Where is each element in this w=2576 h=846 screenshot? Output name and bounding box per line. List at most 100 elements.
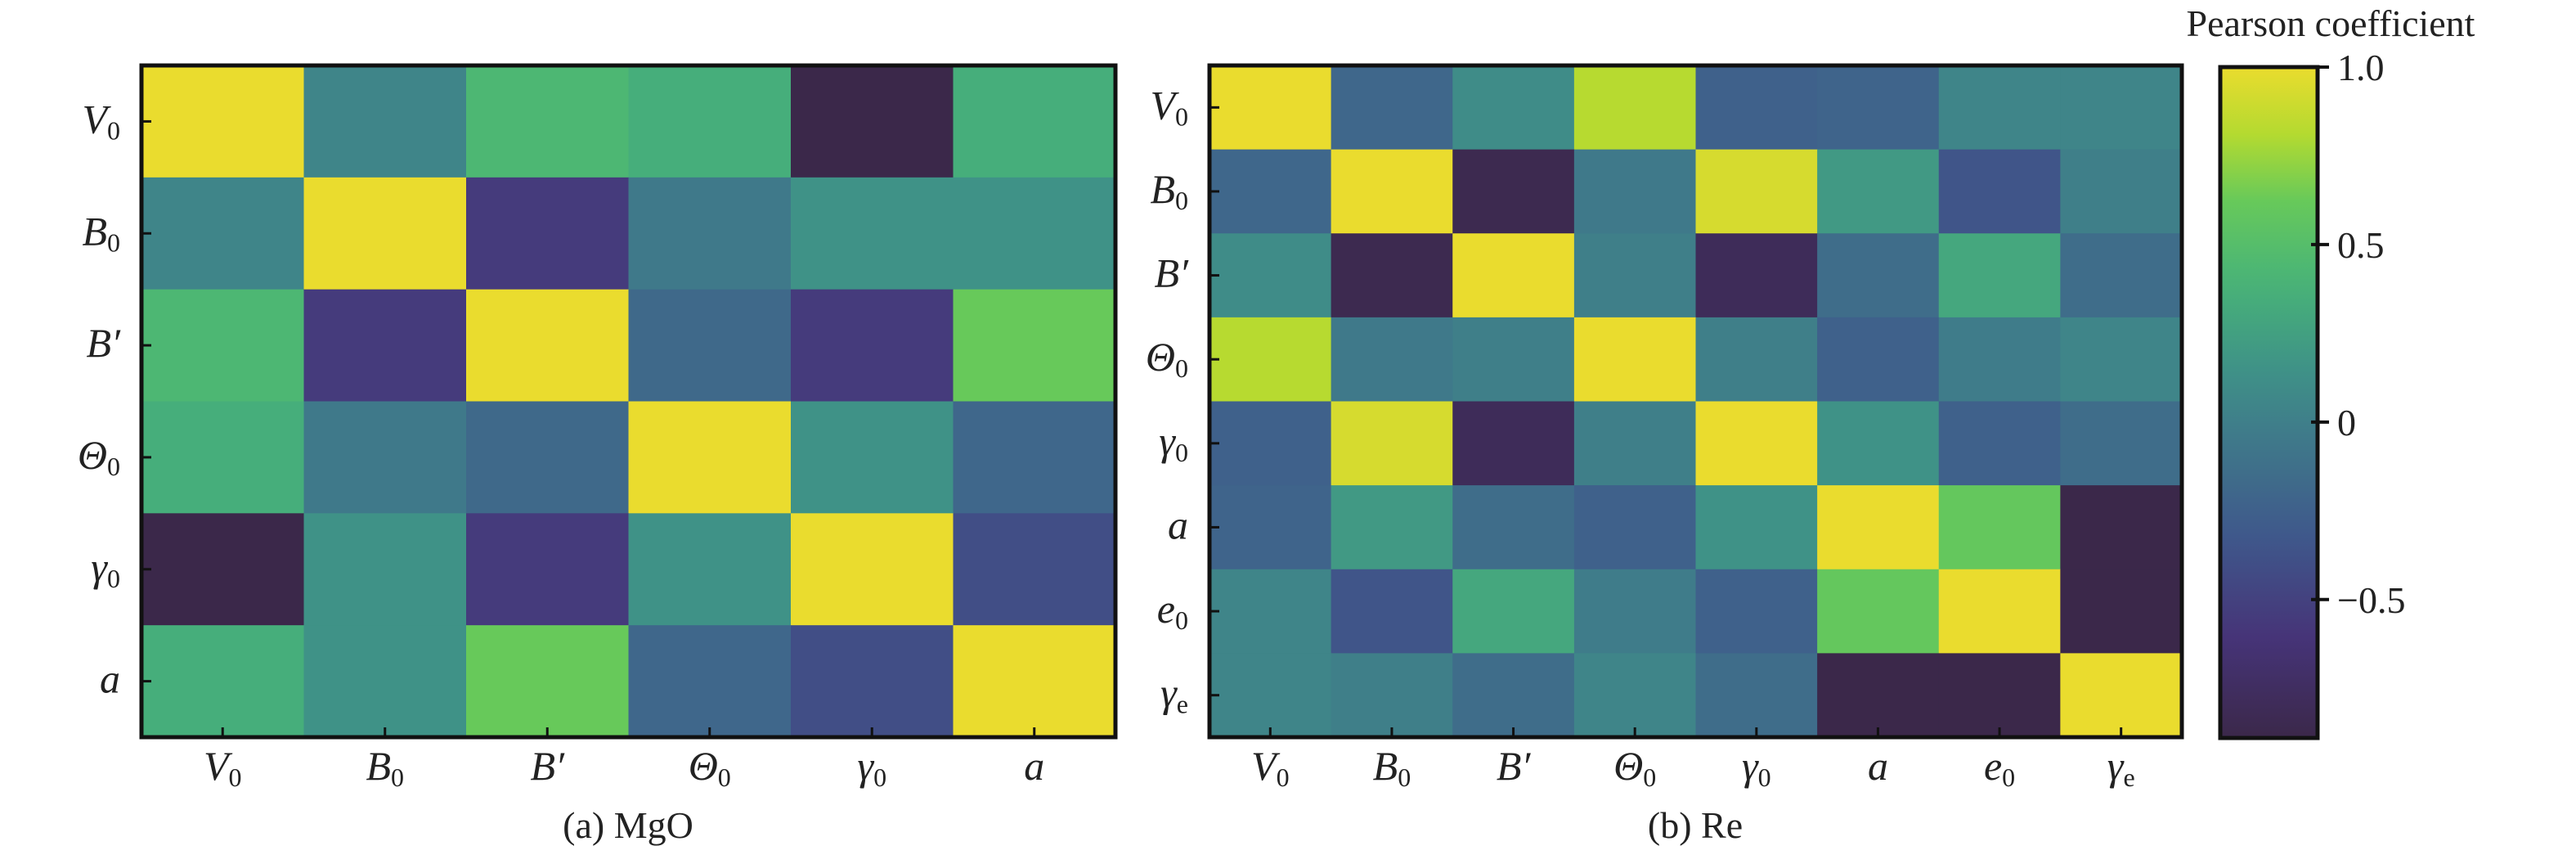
cell-6-6	[1938, 569, 2061, 654]
panel-caption: (a) MgO	[563, 804, 693, 846]
cell-7-7	[2060, 653, 2183, 738]
y-tick-label: γ0	[91, 544, 120, 593]
cell-5-2	[1452, 485, 1575, 570]
cell-2-3	[1573, 233, 1696, 318]
axes-frame	[1207, 63, 2184, 740]
cell-4-1	[1331, 401, 1453, 486]
cell-4-3	[628, 513, 792, 626]
x-tick-label: a	[1868, 743, 1888, 789]
x-tick-label: γe	[2107, 743, 2135, 792]
y-tick-label: B0	[1150, 166, 1188, 215]
x-tick-label: B′	[1497, 743, 1532, 789]
colorbar-gradient	[2218, 65, 2320, 740]
cell-5-4	[1695, 485, 1818, 570]
cell-2-3	[628, 289, 792, 402]
cell-6-7	[2060, 569, 2183, 654]
cell-3-1	[303, 401, 467, 514]
y-tick-label: Θ0	[78, 432, 120, 481]
cell-3-2	[466, 401, 629, 514]
cell-5-6	[1938, 485, 2061, 570]
cell-3-7	[2060, 317, 2183, 402]
cell-5-1	[303, 625, 467, 738]
cell-3-2	[1452, 317, 1575, 402]
cell-5-3	[628, 625, 792, 738]
cell-5-3	[1573, 485, 1696, 570]
cell-1-7	[2060, 149, 2183, 234]
cell-3-1	[1331, 317, 1453, 402]
cell-6-5	[1817, 569, 1940, 654]
cell-5-7	[2060, 485, 2183, 570]
heatmap-mgo: V0 V0 B0 B0 B′ B′ Θ0 Θ0 γ0 γ0 a a (a) MgO	[78, 63, 1118, 846]
cell-7-3	[1573, 653, 1696, 738]
cell-0-5	[953, 65, 1116, 178]
x-tick-label: B′	[531, 743, 566, 789]
cell-3-5	[953, 401, 1116, 514]
cell-2-5	[1817, 233, 1940, 318]
cell-3-0	[1209, 317, 1332, 402]
cell-7-2	[1452, 653, 1575, 738]
cell-0-5	[1817, 65, 1940, 151]
cell-3-3	[1573, 317, 1696, 402]
panel-caption: (b) Re	[1648, 804, 1743, 846]
cell-0-1	[303, 65, 467, 178]
cell-1-3	[1573, 149, 1696, 234]
cell-1-0	[141, 177, 304, 290]
cell-0-2	[466, 65, 629, 178]
cell-2-1	[303, 289, 467, 402]
cell-0-2	[1452, 65, 1575, 151]
cell-1-3	[628, 177, 792, 290]
cell-3-3	[628, 401, 792, 514]
cell-4-0	[1209, 401, 1332, 486]
cell-0-0	[1209, 65, 1332, 151]
cell-6-4	[1695, 569, 1818, 654]
cell-7-1	[1331, 653, 1453, 738]
cell-1-2	[466, 177, 629, 290]
y-tick-label: γ0	[1159, 418, 1188, 467]
cell-4-3	[1573, 401, 1696, 486]
cell-7-0	[1209, 653, 1332, 738]
cell-2-0	[141, 289, 304, 402]
cell-4-1	[303, 513, 467, 626]
cell-6-0	[1209, 569, 1332, 654]
cell-4-4	[791, 513, 954, 626]
cell-3-5	[1817, 317, 1940, 402]
cell-5-5	[1817, 485, 1940, 570]
cell-4-4	[1695, 401, 1818, 486]
cell-5-2	[466, 625, 629, 738]
axes-frame	[139, 63, 1118, 740]
cell-2-2	[1452, 233, 1575, 318]
cell-1-2	[1452, 149, 1575, 234]
cell-0-3	[1573, 65, 1696, 151]
cell-6-1	[1331, 569, 1453, 654]
x-tick-label: γ0	[1742, 743, 1771, 792]
cell-5-5	[953, 625, 1116, 738]
cell-0-4	[791, 65, 954, 178]
cell-1-6	[1938, 149, 2061, 234]
cell-2-4	[1695, 233, 1818, 318]
cell-0-1	[1331, 65, 1453, 151]
cell-2-2	[466, 289, 629, 402]
cell-2-6	[1938, 233, 2061, 318]
cell-2-7	[2060, 233, 2183, 318]
cell-5-0	[1209, 485, 1332, 570]
cell-2-5	[953, 289, 1116, 402]
cell-6-3	[1573, 569, 1696, 654]
colorbar-title: Pearson coefficient	[2187, 2, 2475, 44]
cell-3-0	[141, 401, 304, 514]
colorbar: Pearson coefficient 1.0 0.5 0 −0.5	[2187, 2, 2475, 740]
y-tick-label: B′	[87, 320, 122, 366]
x-tick-label: V0	[204, 743, 242, 792]
colorbar-tick-label: −0.5	[2337, 579, 2405, 621]
cell-2-4	[791, 289, 954, 402]
x-tick-label: V0	[1251, 743, 1290, 792]
cell-1-1	[303, 177, 467, 290]
cell-1-4	[1695, 149, 1818, 234]
cell-1-5	[1817, 149, 1940, 234]
cell-1-4	[791, 177, 954, 290]
cell-5-4	[791, 625, 954, 738]
cell-4-5	[953, 513, 1116, 626]
cell-1-5	[953, 177, 1116, 290]
y-tick-label: e0	[1157, 586, 1188, 635]
x-tick-label: e0	[1984, 743, 2015, 792]
